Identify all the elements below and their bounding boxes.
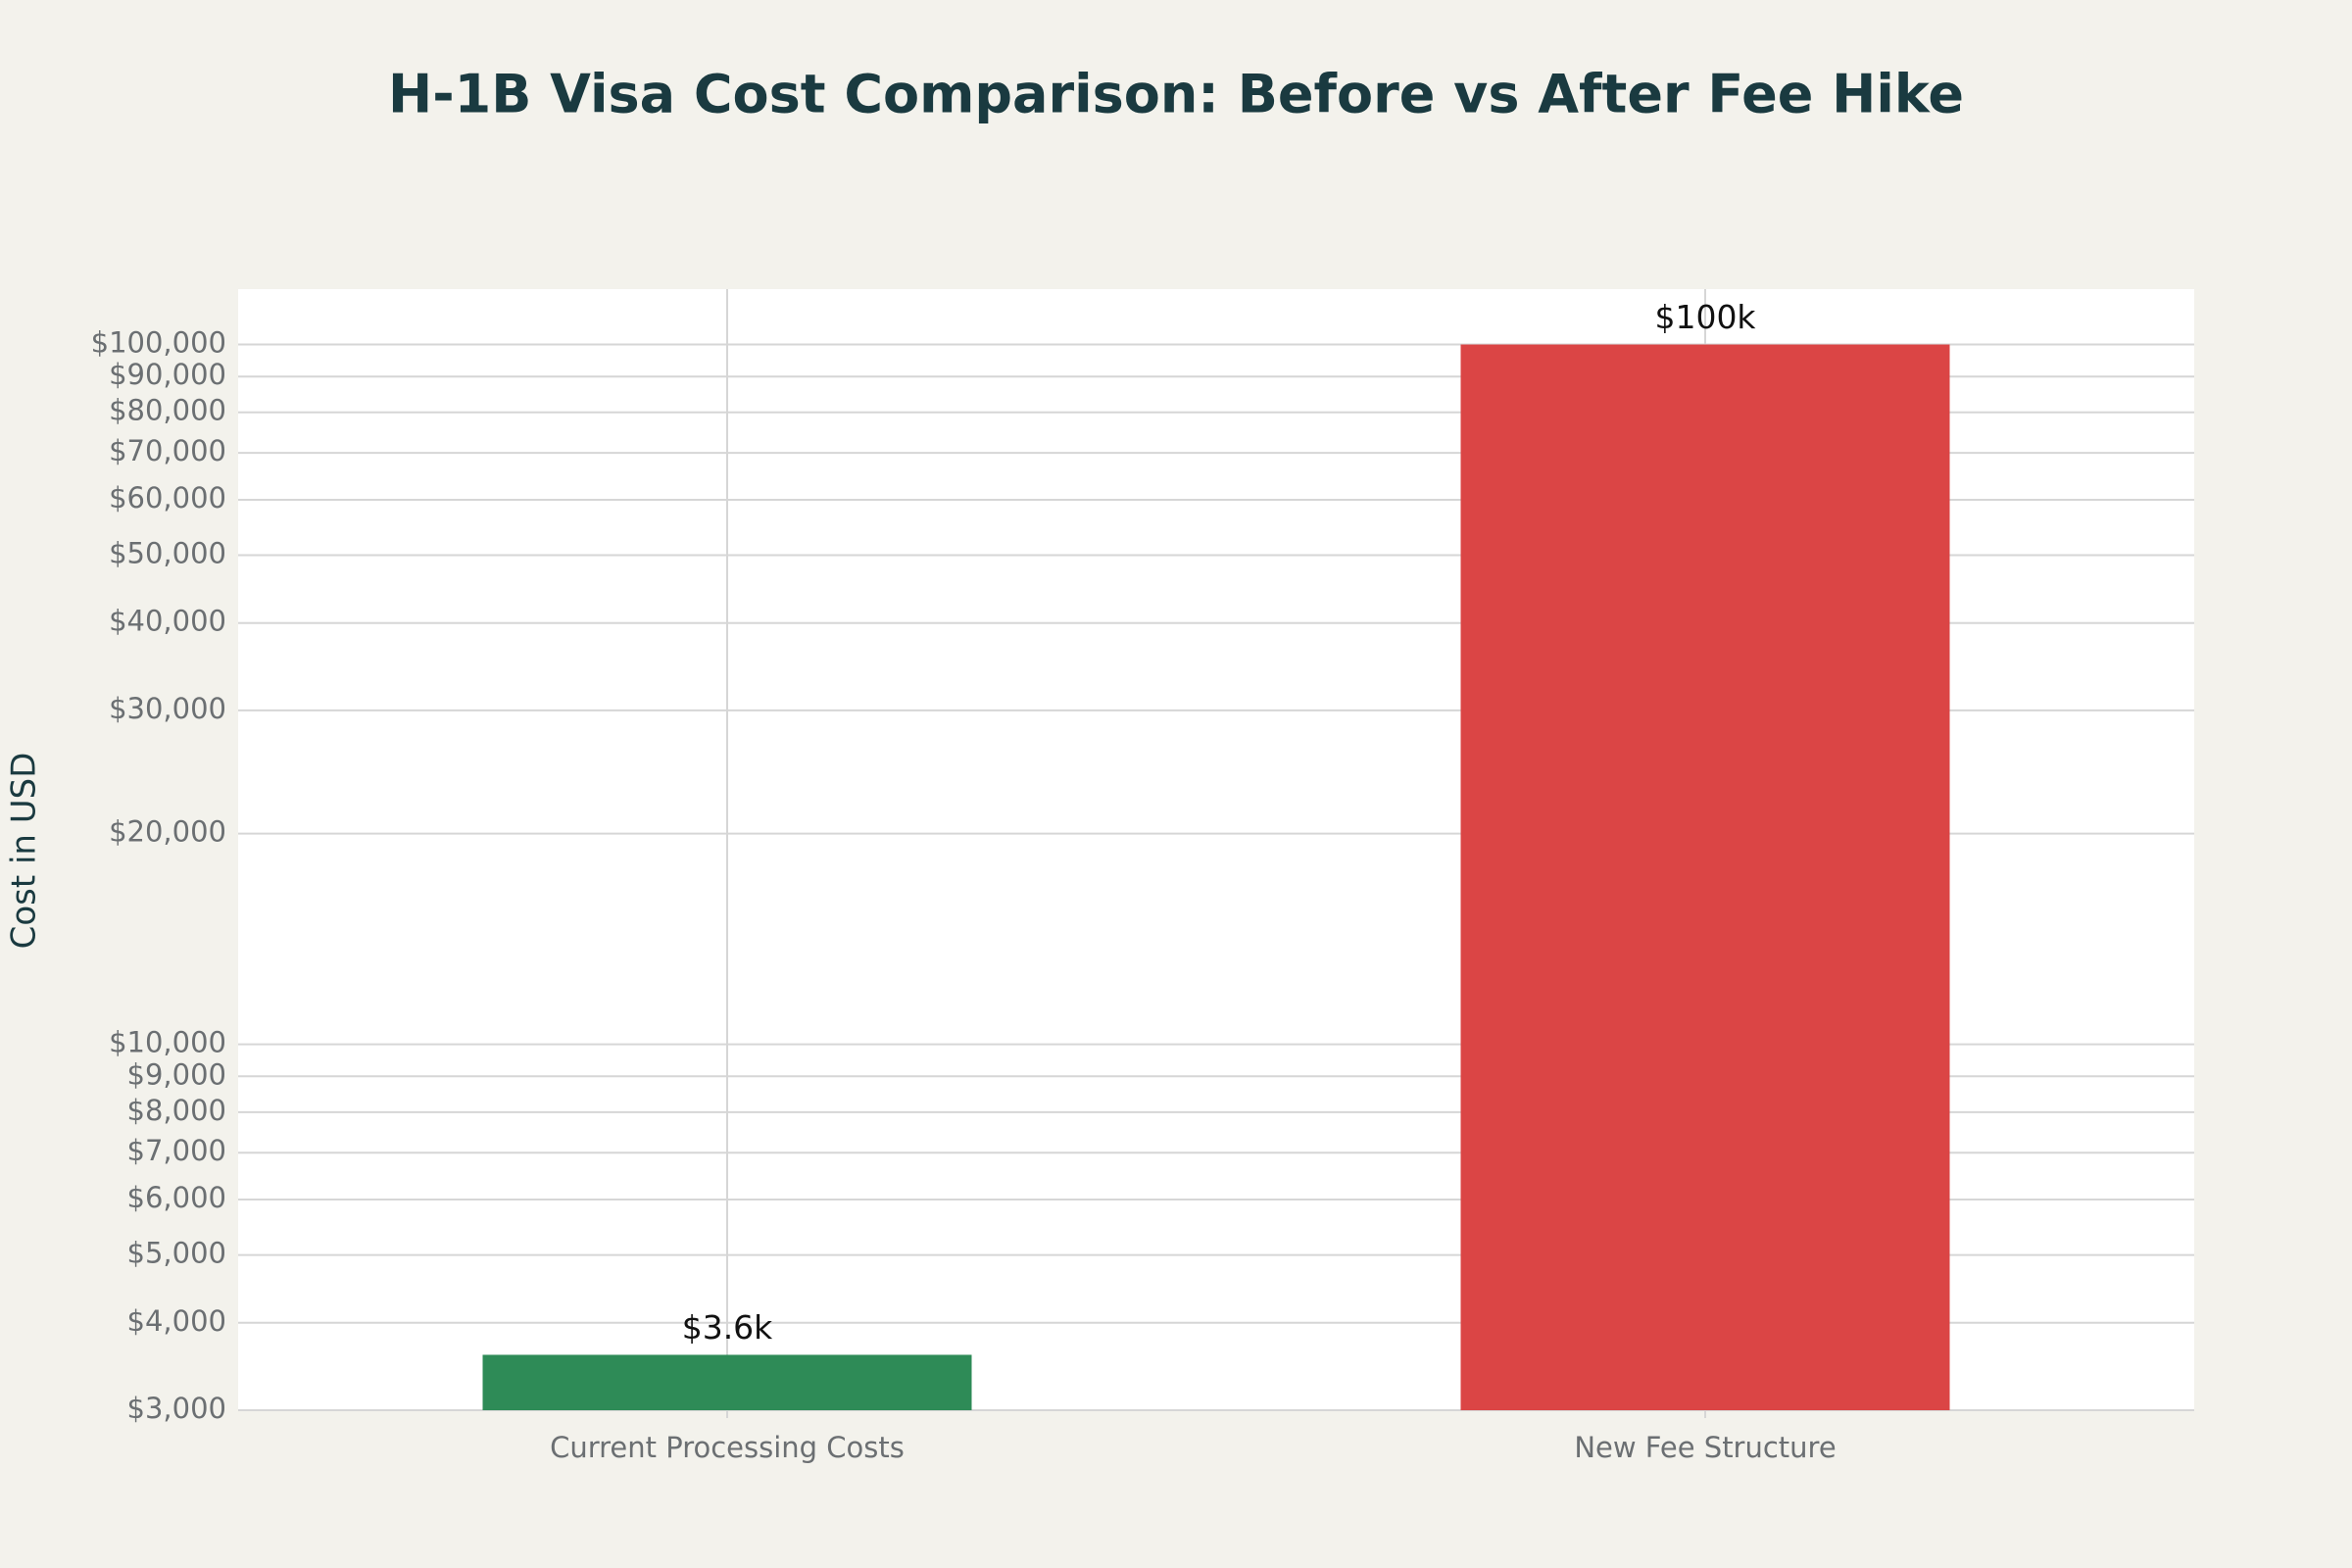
data-label: $3.6k [682,1308,773,1347]
y-tick-label: $50,000 [109,537,226,570]
y-tick-label: $5,000 [127,1237,226,1270]
y-axis-title: Cost in USD [5,753,44,950]
y-tick-label: $3,000 [127,1392,226,1425]
y-tick-label: $30,000 [109,692,226,725]
y-tick-label: $60,000 [109,481,226,514]
bar [482,1354,972,1410]
y-tick-label: $70,000 [109,434,226,467]
y-tick-label: $100,000 [91,326,226,360]
y-tick-label: $90,000 [109,358,226,391]
y-tick-label: $80,000 [109,394,226,427]
y-tick-label: $6,000 [127,1181,226,1214]
bar [1460,344,1950,1411]
y-tick-label: $4,000 [127,1304,226,1338]
x-tick-label: Current Processing Costs [550,1431,905,1464]
y-tick-label: $8,000 [127,1094,226,1127]
data-label: $100k [1654,298,1756,336]
y-tick-label: $40,000 [109,605,226,638]
y-tick-label: $9,000 [127,1057,226,1091]
x-tick-label: New Fee Structure [1574,1431,1836,1464]
chart-title: H-1B Visa Cost Comparison: Before vs Aft… [388,64,1964,125]
y-tick-label: $20,000 [109,815,226,849]
y-tick-label: $7,000 [127,1134,226,1167]
y-tick-label: $10,000 [109,1026,226,1059]
